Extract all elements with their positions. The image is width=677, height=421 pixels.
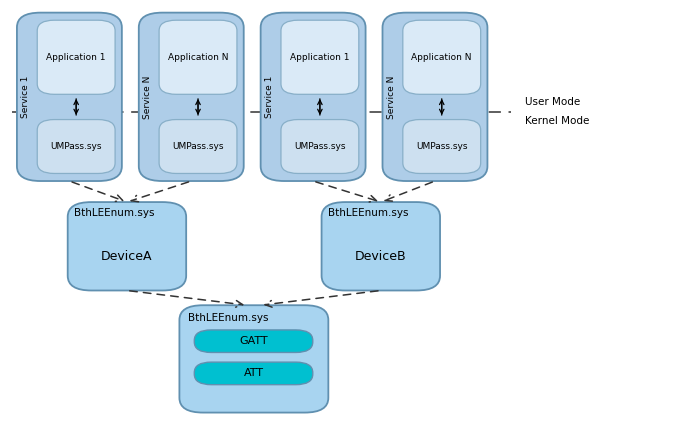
FancyBboxPatch shape [403,120,481,173]
Text: BthLEEnum.sys: BthLEEnum.sys [188,313,268,323]
FancyBboxPatch shape [383,13,487,181]
FancyBboxPatch shape [37,120,115,173]
FancyBboxPatch shape [194,362,313,385]
FancyBboxPatch shape [17,13,122,181]
Text: User Mode: User Mode [525,97,580,107]
FancyBboxPatch shape [194,330,313,352]
Text: Service 1: Service 1 [265,76,274,118]
Text: Application 1: Application 1 [290,53,349,62]
Text: Application N: Application N [412,53,472,62]
Text: DeviceA: DeviceA [101,250,153,264]
Text: UMPass.sys: UMPass.sys [416,142,468,151]
FancyBboxPatch shape [139,13,244,181]
Text: Application 1: Application 1 [47,53,106,62]
FancyBboxPatch shape [261,13,366,181]
Text: UMPass.sys: UMPass.sys [172,142,224,151]
Text: BthLEEnum.sys: BthLEEnum.sys [328,208,409,218]
Text: ATT: ATT [244,368,263,378]
FancyBboxPatch shape [37,20,115,94]
Text: UMPass.sys: UMPass.sys [50,142,102,151]
FancyBboxPatch shape [281,120,359,173]
Text: BthLEEnum.sys: BthLEEnum.sys [74,208,155,218]
FancyBboxPatch shape [159,20,237,94]
Text: DeviceB: DeviceB [355,250,407,264]
Text: Application N: Application N [168,53,228,62]
FancyBboxPatch shape [68,202,186,290]
Text: Service N: Service N [143,75,152,119]
FancyBboxPatch shape [281,20,359,94]
Text: UMPass.sys: UMPass.sys [294,142,346,151]
Text: Service 1: Service 1 [21,76,30,118]
Text: Service N: Service N [387,75,396,119]
Text: GATT: GATT [239,336,268,346]
FancyBboxPatch shape [403,20,481,94]
Text: Kernel Mode: Kernel Mode [525,116,589,126]
FancyBboxPatch shape [322,202,440,290]
FancyBboxPatch shape [179,305,328,413]
FancyBboxPatch shape [159,120,237,173]
